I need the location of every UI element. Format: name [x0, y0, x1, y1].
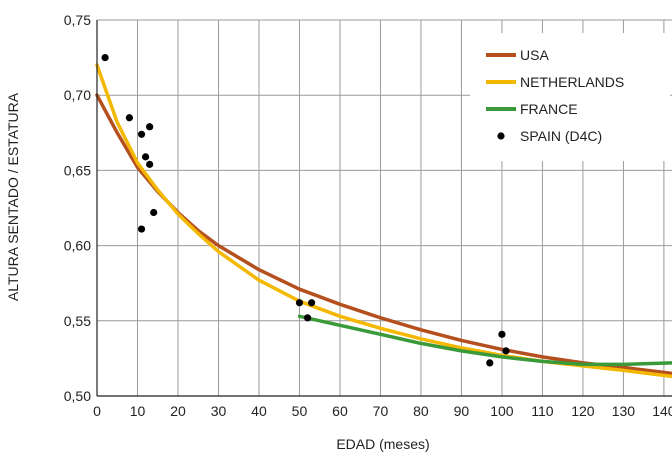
data-point-spain-d4c	[308, 299, 315, 306]
legend-label-netherlands: NETHERLANDS	[520, 74, 624, 90]
data-point-spain-d4c	[101, 54, 108, 61]
y-tick-label: 0,55	[64, 313, 91, 329]
legend-label-spain-d4c: SPAIN (D4C)	[520, 128, 602, 144]
x-tick-label: 100	[490, 403, 514, 419]
x-tick-label: 60	[332, 403, 348, 419]
legend: USA NETHERLANDS FRANCE SPAIN (D4C)	[470, 33, 670, 161]
x-tick-label: 70	[373, 403, 389, 419]
data-point-spain-d4c	[502, 347, 509, 354]
x-axis-title: EDAD (meses)	[336, 436, 429, 452]
x-tick-label: 30	[211, 403, 227, 419]
x-tick-label: 80	[413, 403, 429, 419]
data-point-spain-d4c	[296, 299, 303, 306]
x-tick-label: 10	[130, 403, 146, 419]
legend-swatch-spain-d4c	[497, 132, 504, 139]
data-point-spain-d4c	[138, 131, 145, 138]
x-tick-label: 40	[251, 403, 267, 419]
x-tick-label: 120	[571, 403, 595, 419]
y-tick-label: 0,65	[64, 162, 91, 178]
data-point-spain-d4c	[138, 225, 145, 232]
x-tick-label: 20	[170, 403, 186, 419]
x-tick-label: 90	[454, 403, 470, 419]
data-point-spain-d4c	[126, 114, 133, 121]
y-axis-title: ALTURA SENTADO / ESTATURA	[5, 92, 21, 301]
x-tick-label: 110	[531, 403, 554, 419]
y-tick-label: 0,50	[64, 388, 91, 404]
data-point-spain-d4c	[146, 123, 153, 130]
x-tick-label: 140	[652, 403, 672, 419]
data-point-spain-d4c	[150, 209, 157, 216]
data-point-spain-d4c	[486, 359, 493, 366]
data-point-spain-d4c	[146, 161, 153, 168]
series-line-france	[300, 316, 672, 364]
legend-label-france: FRANCE	[520, 101, 578, 117]
x-tick-label: 0	[93, 403, 101, 419]
data-point-spain-d4c	[498, 331, 505, 338]
y-tick-label: 0,60	[64, 238, 91, 254]
legend-label-usa: USA	[520, 47, 549, 63]
x-tick-label: 50	[292, 403, 308, 419]
y-tick-label: 0,70	[64, 87, 91, 103]
data-point-spain-d4c	[142, 153, 149, 160]
y-tick-label: 0,75	[64, 12, 91, 28]
data-point-spain-d4c	[304, 314, 311, 321]
x-tick-label: 130	[612, 403, 636, 419]
